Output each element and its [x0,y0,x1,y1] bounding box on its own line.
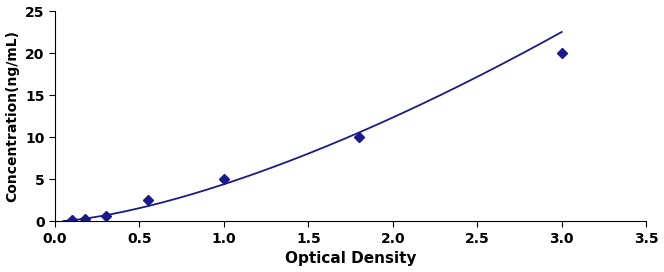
X-axis label: Optical Density: Optical Density [285,251,416,267]
Y-axis label: Concentration(ng/mL): Concentration(ng/mL) [5,30,19,202]
